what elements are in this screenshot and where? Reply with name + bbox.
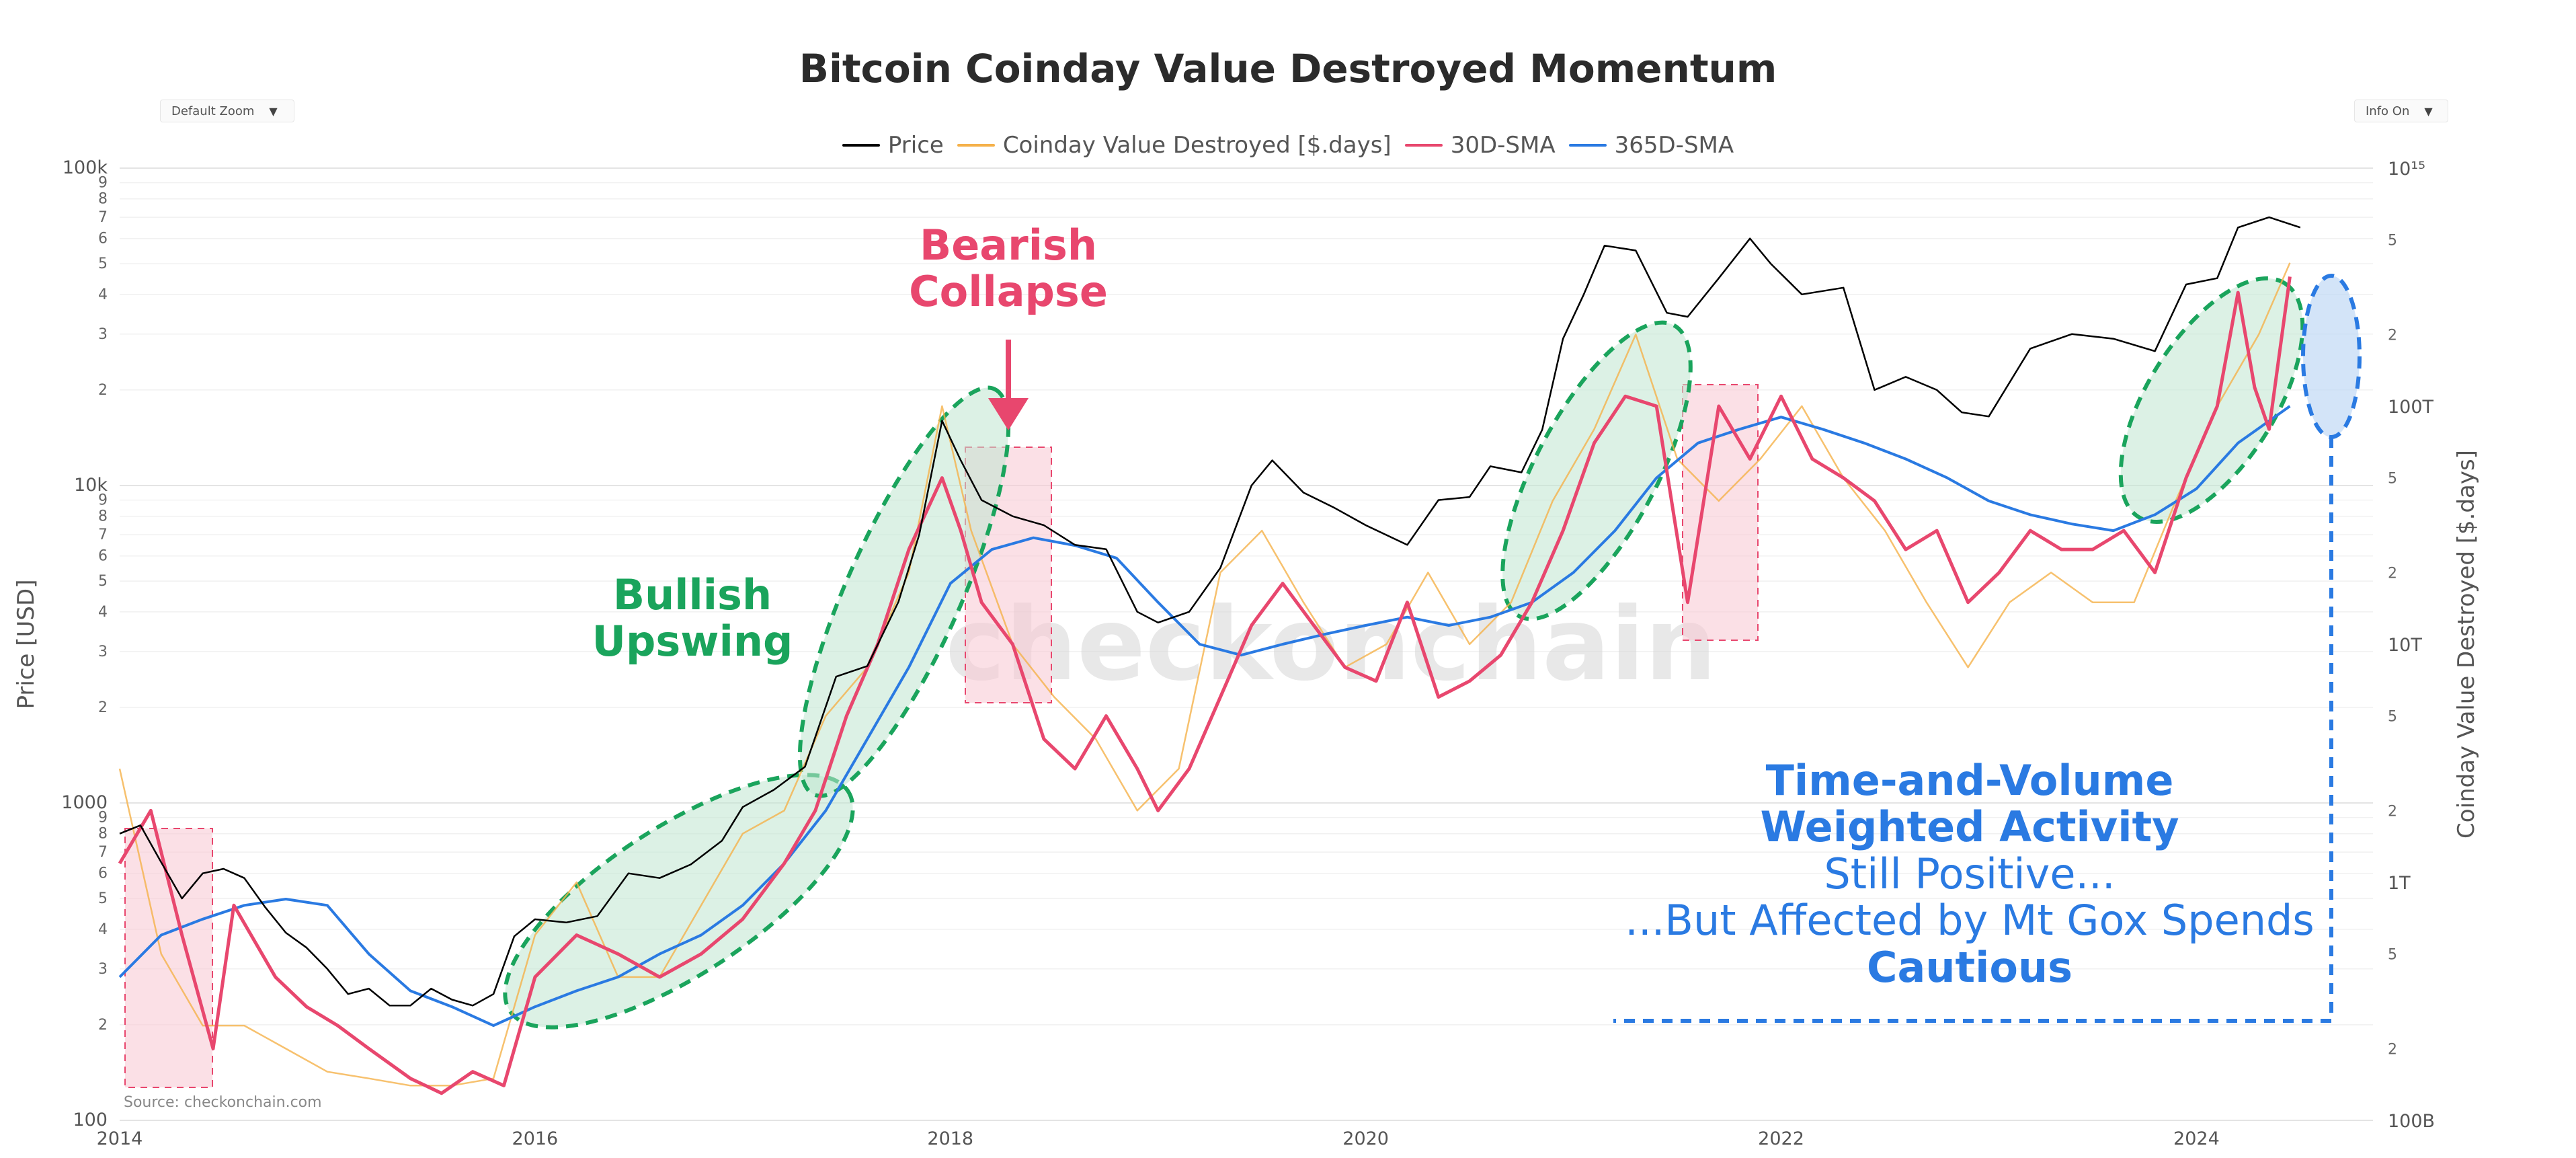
y-left-minor-tick-label: 3 xyxy=(98,961,108,978)
legend-item-30d-sma[interactable]: 30D-SMA xyxy=(1404,132,1556,159)
x-tick-label: 2016 xyxy=(512,1128,559,1149)
axes: 100100010k100k23456789234567892345678910… xyxy=(13,157,2480,1149)
bullish-zone xyxy=(797,385,1011,798)
y-left-tick-label: 100k xyxy=(63,157,108,178)
y-left-minor-tick-label: 7 xyxy=(98,527,108,543)
y-left-tick-label: 100 xyxy=(73,1110,108,1130)
highlight-regions xyxy=(124,274,2362,1088)
bullish-zone xyxy=(2118,276,2305,524)
tvwa-bold: Weighted Activity xyxy=(1760,802,2179,852)
y-right-minor-tick-label: 5 xyxy=(2388,709,2397,726)
x-tick-label: 2022 xyxy=(1758,1128,1804,1149)
tvwa-bold: Time-and-Volume xyxy=(1765,756,2174,805)
tvwa-line: Weighted Activity xyxy=(1600,804,2339,850)
y-left-minor-tick-label: 5 xyxy=(98,890,108,907)
y-right-minor-tick-label: 5 xyxy=(2388,471,2397,488)
y-right-minor-tick-label: 2 xyxy=(2388,565,2397,582)
tvwa-line: Still Positive... xyxy=(1824,849,2116,898)
zoom-dropdown[interactable]: Default Zoom ▼ xyxy=(160,100,294,122)
info-dropdown[interactable]: Info On ▼ xyxy=(2354,100,2448,122)
y-right-minor-tick-label: 5 xyxy=(2388,233,2397,249)
bearish-annotation: Bearish Collapse xyxy=(894,222,1123,315)
x-tick-label: 2020 xyxy=(1342,1128,1389,1149)
y-left-minor-tick-label: 3 xyxy=(98,644,108,660)
y-left-minor-tick-label: 4 xyxy=(98,286,108,303)
bullish-zone xyxy=(503,773,855,1030)
chart-title: Bitcoin Coinday Value Destroyed Momentum xyxy=(799,46,1777,91)
y-left-minor-tick-label: 7 xyxy=(98,209,108,226)
y-left-minor-tick-label: 5 xyxy=(98,573,108,590)
y-left-minor-tick-label: 8 xyxy=(98,826,108,843)
y-right-axis-title: Coinday Value Destroyed [$.days] xyxy=(2453,450,2480,839)
zoom-dropdown-label: Default Zoom xyxy=(171,104,255,118)
y-right-minor-tick-label: 5 xyxy=(2388,947,2397,964)
tvwa-line: ...But Affected by Mt Gox Spends xyxy=(1625,896,2315,945)
y-right-tick-label: 100T xyxy=(2388,397,2434,418)
y-left-minor-tick-label: 2 xyxy=(98,382,108,399)
gridlines xyxy=(120,167,2373,1121)
bearish-zone xyxy=(1682,384,1759,641)
chevron-down-icon: ▼ xyxy=(269,104,278,118)
y-left-axis-title: Price [USD] xyxy=(13,580,40,709)
y-left-minor-tick-label: 3 xyxy=(98,326,108,343)
cautious-label: Cautious xyxy=(1866,942,2072,992)
legend: Price Coinday Value Destroyed [$.days] 3… xyxy=(0,132,2576,159)
bearish-line: Bearish xyxy=(919,221,1097,270)
y-left-minor-tick-label: 9 xyxy=(98,492,108,509)
y-left-minor-tick-label: 2 xyxy=(98,1017,108,1034)
y-left-minor-tick-label: 4 xyxy=(98,604,108,621)
info-dropdown-label: Info On xyxy=(2366,104,2410,118)
legend-label: Coinday Value Destroyed [$.days] xyxy=(1002,132,1392,159)
y-left-minor-tick-label: 4 xyxy=(98,921,108,938)
y-left-minor-tick-label: 2 xyxy=(98,699,108,716)
annotation-connectors xyxy=(988,340,2333,1023)
y-left-tick-label: 10k xyxy=(74,475,108,496)
legend-label: 365D-SMA xyxy=(1614,132,1734,159)
bullish-line: Upswing xyxy=(592,617,793,666)
tvwa-annotation: Time-and-Volume Weighted Activity Still … xyxy=(1600,757,2339,991)
legend-item-price[interactable]: Price xyxy=(842,132,944,159)
legend-item-cvdd[interactable]: Coinday Value Destroyed [$.days] xyxy=(957,132,1392,159)
series-layer xyxy=(118,216,2301,1095)
y-right-minor-tick-label: 2 xyxy=(2388,1041,2397,1058)
tvwa-line: Cautious xyxy=(1600,944,2339,991)
y-left-tick-label: 1000 xyxy=(61,792,108,813)
y-left-minor-tick-label: 8 xyxy=(98,191,108,208)
y-right-minor-tick-label: 2 xyxy=(2388,327,2397,344)
bearish-line: Collapse xyxy=(909,267,1108,317)
bullish-zone xyxy=(1500,320,1693,621)
bullish-line: Bullish xyxy=(612,570,772,619)
y-left-minor-tick-label: 6 xyxy=(98,548,108,565)
current-zone xyxy=(2301,274,2362,439)
legend-label: Price xyxy=(887,132,944,159)
source-text: Source: checkonchain.com xyxy=(124,1094,322,1111)
y-left-minor-tick-label: 8 xyxy=(98,508,108,525)
legend-item-365d-sma[interactable]: 365D-SMA xyxy=(1568,132,1734,159)
x-tick-label: 2024 xyxy=(2173,1128,2220,1149)
tvwa-bracket xyxy=(1613,437,2333,1023)
x-tick-label: 2014 xyxy=(97,1128,143,1149)
bearish-arrow-head xyxy=(988,398,1029,430)
legend-swatch xyxy=(1568,144,1607,147)
tvwa-line: Time-and-Volume xyxy=(1600,757,2339,804)
y-left-minor-tick-label: 9 xyxy=(98,810,108,826)
y-left-minor-tick-label: 5 xyxy=(98,256,108,272)
y-left-minor-tick-label: 7 xyxy=(98,844,108,861)
legend-swatch xyxy=(1404,144,1443,147)
y-left-minor-tick-label: 9 xyxy=(98,175,108,192)
x-tick-label: 2018 xyxy=(927,1128,973,1149)
y-right-tick-label: 10¹⁵ xyxy=(2388,159,2425,180)
y-right-tick-label: 10T xyxy=(2388,635,2422,656)
legend-swatch xyxy=(957,144,995,147)
legend-label: 30D-SMA xyxy=(1450,132,1556,159)
chevron-down-icon: ▼ xyxy=(2424,104,2433,118)
y-right-minor-tick-label: 2 xyxy=(2388,803,2397,820)
y-right-tick-label: 1T xyxy=(2388,873,2411,894)
bullish-annotation: Bullish Upswing xyxy=(585,572,800,665)
y-right-tick-label: 100B xyxy=(2388,1111,2435,1132)
y-left-minor-tick-label: 6 xyxy=(98,231,108,247)
legend-swatch xyxy=(842,144,880,147)
y-left-minor-tick-label: 6 xyxy=(98,865,108,882)
